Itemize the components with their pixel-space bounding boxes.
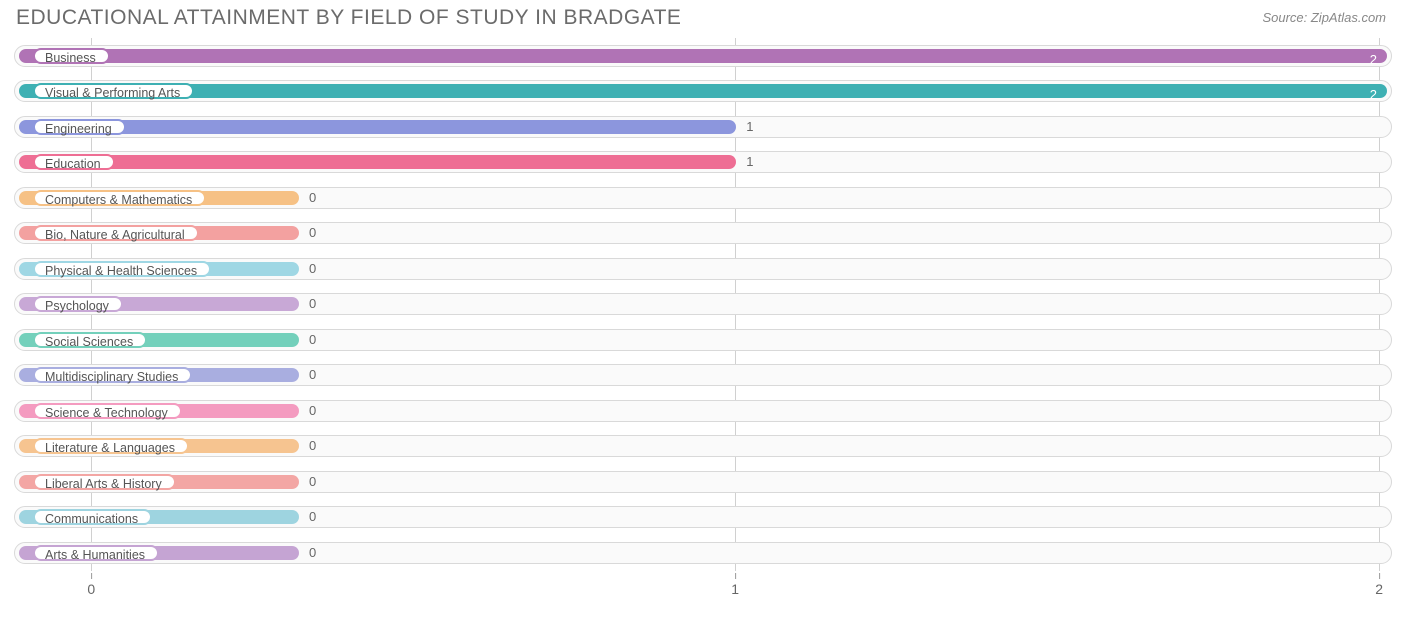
bar-track: 2Business [14,45,1392,67]
category-label-pill: Education [33,154,115,170]
x-tick-mark [735,573,736,579]
bar-row: Psychology 0 [14,287,1392,323]
value-label: 0 [309,509,316,524]
x-tick: 2 [1375,573,1383,597]
bar-track: Physical & Health Sciences 0 [14,258,1392,280]
chart-header: EDUCATIONAL ATTAINMENT BY FIELD OF STUDY… [0,0,1406,34]
category-label-pill: Science & Technology [33,403,182,419]
bar-row: Computers & Mathematics 0 [14,180,1392,216]
value-label: 0 [309,545,316,560]
bar-row: Science & Technology 0 [14,393,1392,429]
value-label: 0 [309,332,316,347]
value-label: 0 [309,225,316,240]
category-label-pill: Physical & Health Sciences [33,261,211,277]
x-tick-label: 1 [731,581,739,597]
value-label: 0 [309,474,316,489]
bar-row: Bio, Nature & Agricultural 0 [14,216,1392,252]
category-label-pill: Multidisciplinary Studies [33,367,192,383]
bar-row: Engineering 1 [14,109,1392,145]
chart-area: 2Business2Visual & Performing ArtsEngine… [14,38,1392,571]
bar-track: Psychology 0 [14,293,1392,315]
bar-row: Education 1 [14,145,1392,181]
value-label: 0 [309,438,316,453]
bar-track: 2Visual & Performing Arts [14,80,1392,102]
bar-track: Liberal Arts & History 0 [14,471,1392,493]
x-tick: 0 [87,573,95,597]
x-tick: 1 [731,573,739,597]
category-label-pill: Computers & Mathematics [33,190,206,206]
bar-row: 2Business [14,38,1392,74]
category-label-pill: Engineering [33,119,126,135]
category-label-pill: Arts & Humanities [33,545,159,561]
category-label-pill: Liberal Arts & History [33,474,176,490]
bar-fill: 2 [19,49,1387,63]
value-label: 1 [746,154,753,169]
value-label: 0 [309,367,316,382]
x-tick-label: 2 [1375,581,1383,597]
bar-track: Literature & Languages 0 [14,435,1392,457]
category-label-pill: Social Sciences [33,332,147,348]
bar-track: Engineering 1 [14,116,1392,138]
bar-row: Social Sciences 0 [14,322,1392,358]
x-tick-mark [91,573,92,579]
chart-source: Source: ZipAtlas.com [1262,10,1386,25]
bar-row: Literature & Languages 0 [14,429,1392,465]
category-label-pill: Business [33,48,110,64]
bar-track: Computers & Mathematics 0 [14,187,1392,209]
value-label: 2 [1370,87,1377,102]
x-tick-mark [1379,573,1380,579]
bar-fill: 2 [19,84,1387,98]
bar-row: Arts & Humanities 0 [14,535,1392,571]
chart-title: EDUCATIONAL ATTAINMENT BY FIELD OF STUDY… [16,6,681,30]
bar-fill [19,120,736,134]
bar-row: Liberal Arts & History 0 [14,464,1392,500]
value-label: 0 [309,261,316,276]
category-label-pill: Psychology [33,296,123,312]
value-label: 0 [309,403,316,418]
bar-row: Physical & Health Sciences 0 [14,251,1392,287]
x-tick-label: 0 [87,581,95,597]
bar-row: Communications 0 [14,500,1392,536]
bar-track: Arts & Humanities 0 [14,542,1392,564]
bar-track: Communications 0 [14,506,1392,528]
value-label: 2 [1370,52,1377,67]
value-label: 1 [746,119,753,134]
bar-track: Bio, Nature & Agricultural 0 [14,222,1392,244]
bar-fill [19,155,736,169]
bar-track: Social Sciences 0 [14,329,1392,351]
category-label-pill: Communications [33,509,152,525]
category-label-pill: Bio, Nature & Agricultural [33,225,199,241]
bar-track: Multidisciplinary Studies 0 [14,364,1392,386]
bar-track: Science & Technology 0 [14,400,1392,422]
category-label-pill: Literature & Languages [33,438,189,454]
bar-track: Education 1 [14,151,1392,173]
category-label-pill: Visual & Performing Arts [33,83,194,99]
x-axis: 0 1 2 [14,573,1392,603]
value-label: 0 [309,296,316,311]
bar-row: 2Visual & Performing Arts [14,74,1392,110]
value-label: 0 [309,190,316,205]
bar-row: Multidisciplinary Studies 0 [14,358,1392,394]
